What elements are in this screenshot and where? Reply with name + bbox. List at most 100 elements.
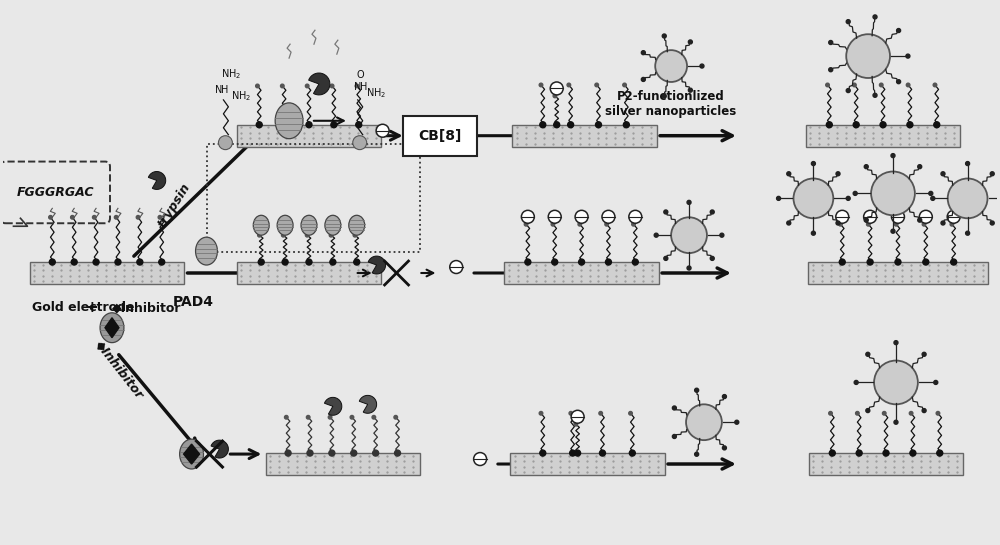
- Circle shape: [891, 210, 904, 223]
- Polygon shape: [184, 444, 200, 464]
- Circle shape: [950, 222, 954, 226]
- Circle shape: [906, 54, 910, 58]
- Bar: [266, 453, 420, 475]
- Circle shape: [853, 191, 857, 196]
- Circle shape: [990, 172, 994, 175]
- Ellipse shape: [349, 215, 365, 235]
- Circle shape: [909, 411, 913, 415]
- Wedge shape: [148, 172, 166, 190]
- Circle shape: [474, 452, 487, 465]
- Circle shape: [575, 450, 581, 456]
- Circle shape: [866, 409, 870, 413]
- Circle shape: [695, 388, 699, 392]
- Circle shape: [836, 172, 840, 175]
- Circle shape: [687, 266, 691, 270]
- Circle shape: [836, 210, 849, 223]
- Circle shape: [306, 259, 312, 265]
- Circle shape: [568, 122, 574, 128]
- Circle shape: [856, 450, 862, 456]
- Circle shape: [282, 233, 285, 237]
- Circle shape: [856, 411, 859, 415]
- Circle shape: [787, 221, 791, 225]
- Circle shape: [695, 452, 699, 456]
- Circle shape: [933, 83, 937, 87]
- Circle shape: [450, 261, 463, 274]
- Circle shape: [990, 221, 994, 225]
- Circle shape: [641, 51, 645, 55]
- Circle shape: [672, 434, 676, 439]
- Circle shape: [897, 80, 901, 84]
- Circle shape: [934, 380, 938, 384]
- Circle shape: [641, 77, 645, 81]
- Circle shape: [897, 28, 901, 33]
- Circle shape: [688, 88, 692, 92]
- Circle shape: [853, 122, 859, 128]
- Circle shape: [394, 415, 398, 419]
- Circle shape: [966, 231, 970, 235]
- Circle shape: [846, 89, 850, 93]
- Circle shape: [540, 122, 546, 128]
- Circle shape: [285, 415, 288, 419]
- Circle shape: [934, 122, 940, 128]
- Circle shape: [839, 222, 842, 226]
- Circle shape: [285, 450, 291, 456]
- Circle shape: [948, 178, 988, 219]
- Circle shape: [866, 352, 870, 356]
- Ellipse shape: [277, 215, 293, 235]
- Circle shape: [578, 222, 582, 226]
- Circle shape: [539, 83, 543, 87]
- Circle shape: [922, 352, 926, 356]
- Circle shape: [330, 84, 334, 88]
- Circle shape: [864, 165, 868, 168]
- Circle shape: [71, 259, 77, 265]
- Wedge shape: [309, 73, 330, 95]
- Text: ◆Inhibitor: ◆Inhibitor: [112, 301, 181, 314]
- Circle shape: [929, 191, 933, 196]
- Circle shape: [894, 420, 898, 424]
- Circle shape: [305, 84, 309, 88]
- Circle shape: [71, 215, 74, 219]
- Text: $\rm NH_2$: $\rm NH_2$: [366, 86, 386, 100]
- Circle shape: [664, 256, 668, 261]
- Text: trypsin: trypsin: [155, 181, 192, 230]
- Circle shape: [570, 450, 576, 456]
- Circle shape: [672, 406, 676, 410]
- Text: $\rm NH_2$: $\rm NH_2$: [231, 89, 252, 103]
- Circle shape: [256, 84, 259, 88]
- Circle shape: [114, 215, 118, 219]
- Circle shape: [874, 361, 918, 404]
- Wedge shape: [368, 256, 386, 274]
- Circle shape: [853, 83, 856, 87]
- Circle shape: [92, 215, 96, 219]
- Circle shape: [710, 210, 714, 214]
- Circle shape: [596, 122, 601, 128]
- Circle shape: [331, 122, 337, 128]
- Circle shape: [879, 83, 883, 87]
- Circle shape: [662, 94, 666, 98]
- Circle shape: [777, 196, 781, 201]
- Circle shape: [864, 210, 877, 223]
- Wedge shape: [359, 395, 377, 413]
- Circle shape: [395, 450, 401, 456]
- Circle shape: [867, 259, 873, 265]
- Circle shape: [894, 222, 898, 226]
- Circle shape: [281, 84, 284, 88]
- Bar: [806, 125, 960, 147]
- Circle shape: [873, 93, 877, 98]
- Ellipse shape: [275, 103, 303, 138]
- Circle shape: [895, 259, 901, 265]
- Circle shape: [722, 446, 726, 450]
- Circle shape: [137, 259, 143, 265]
- Circle shape: [867, 222, 870, 226]
- Circle shape: [571, 410, 584, 423]
- Circle shape: [687, 201, 691, 204]
- Circle shape: [281, 122, 287, 128]
- Circle shape: [540, 450, 546, 456]
- Circle shape: [548, 210, 561, 223]
- Circle shape: [864, 218, 868, 222]
- Bar: [237, 125, 381, 147]
- Circle shape: [605, 222, 608, 226]
- Circle shape: [846, 34, 890, 78]
- Circle shape: [941, 221, 945, 225]
- Circle shape: [373, 450, 379, 456]
